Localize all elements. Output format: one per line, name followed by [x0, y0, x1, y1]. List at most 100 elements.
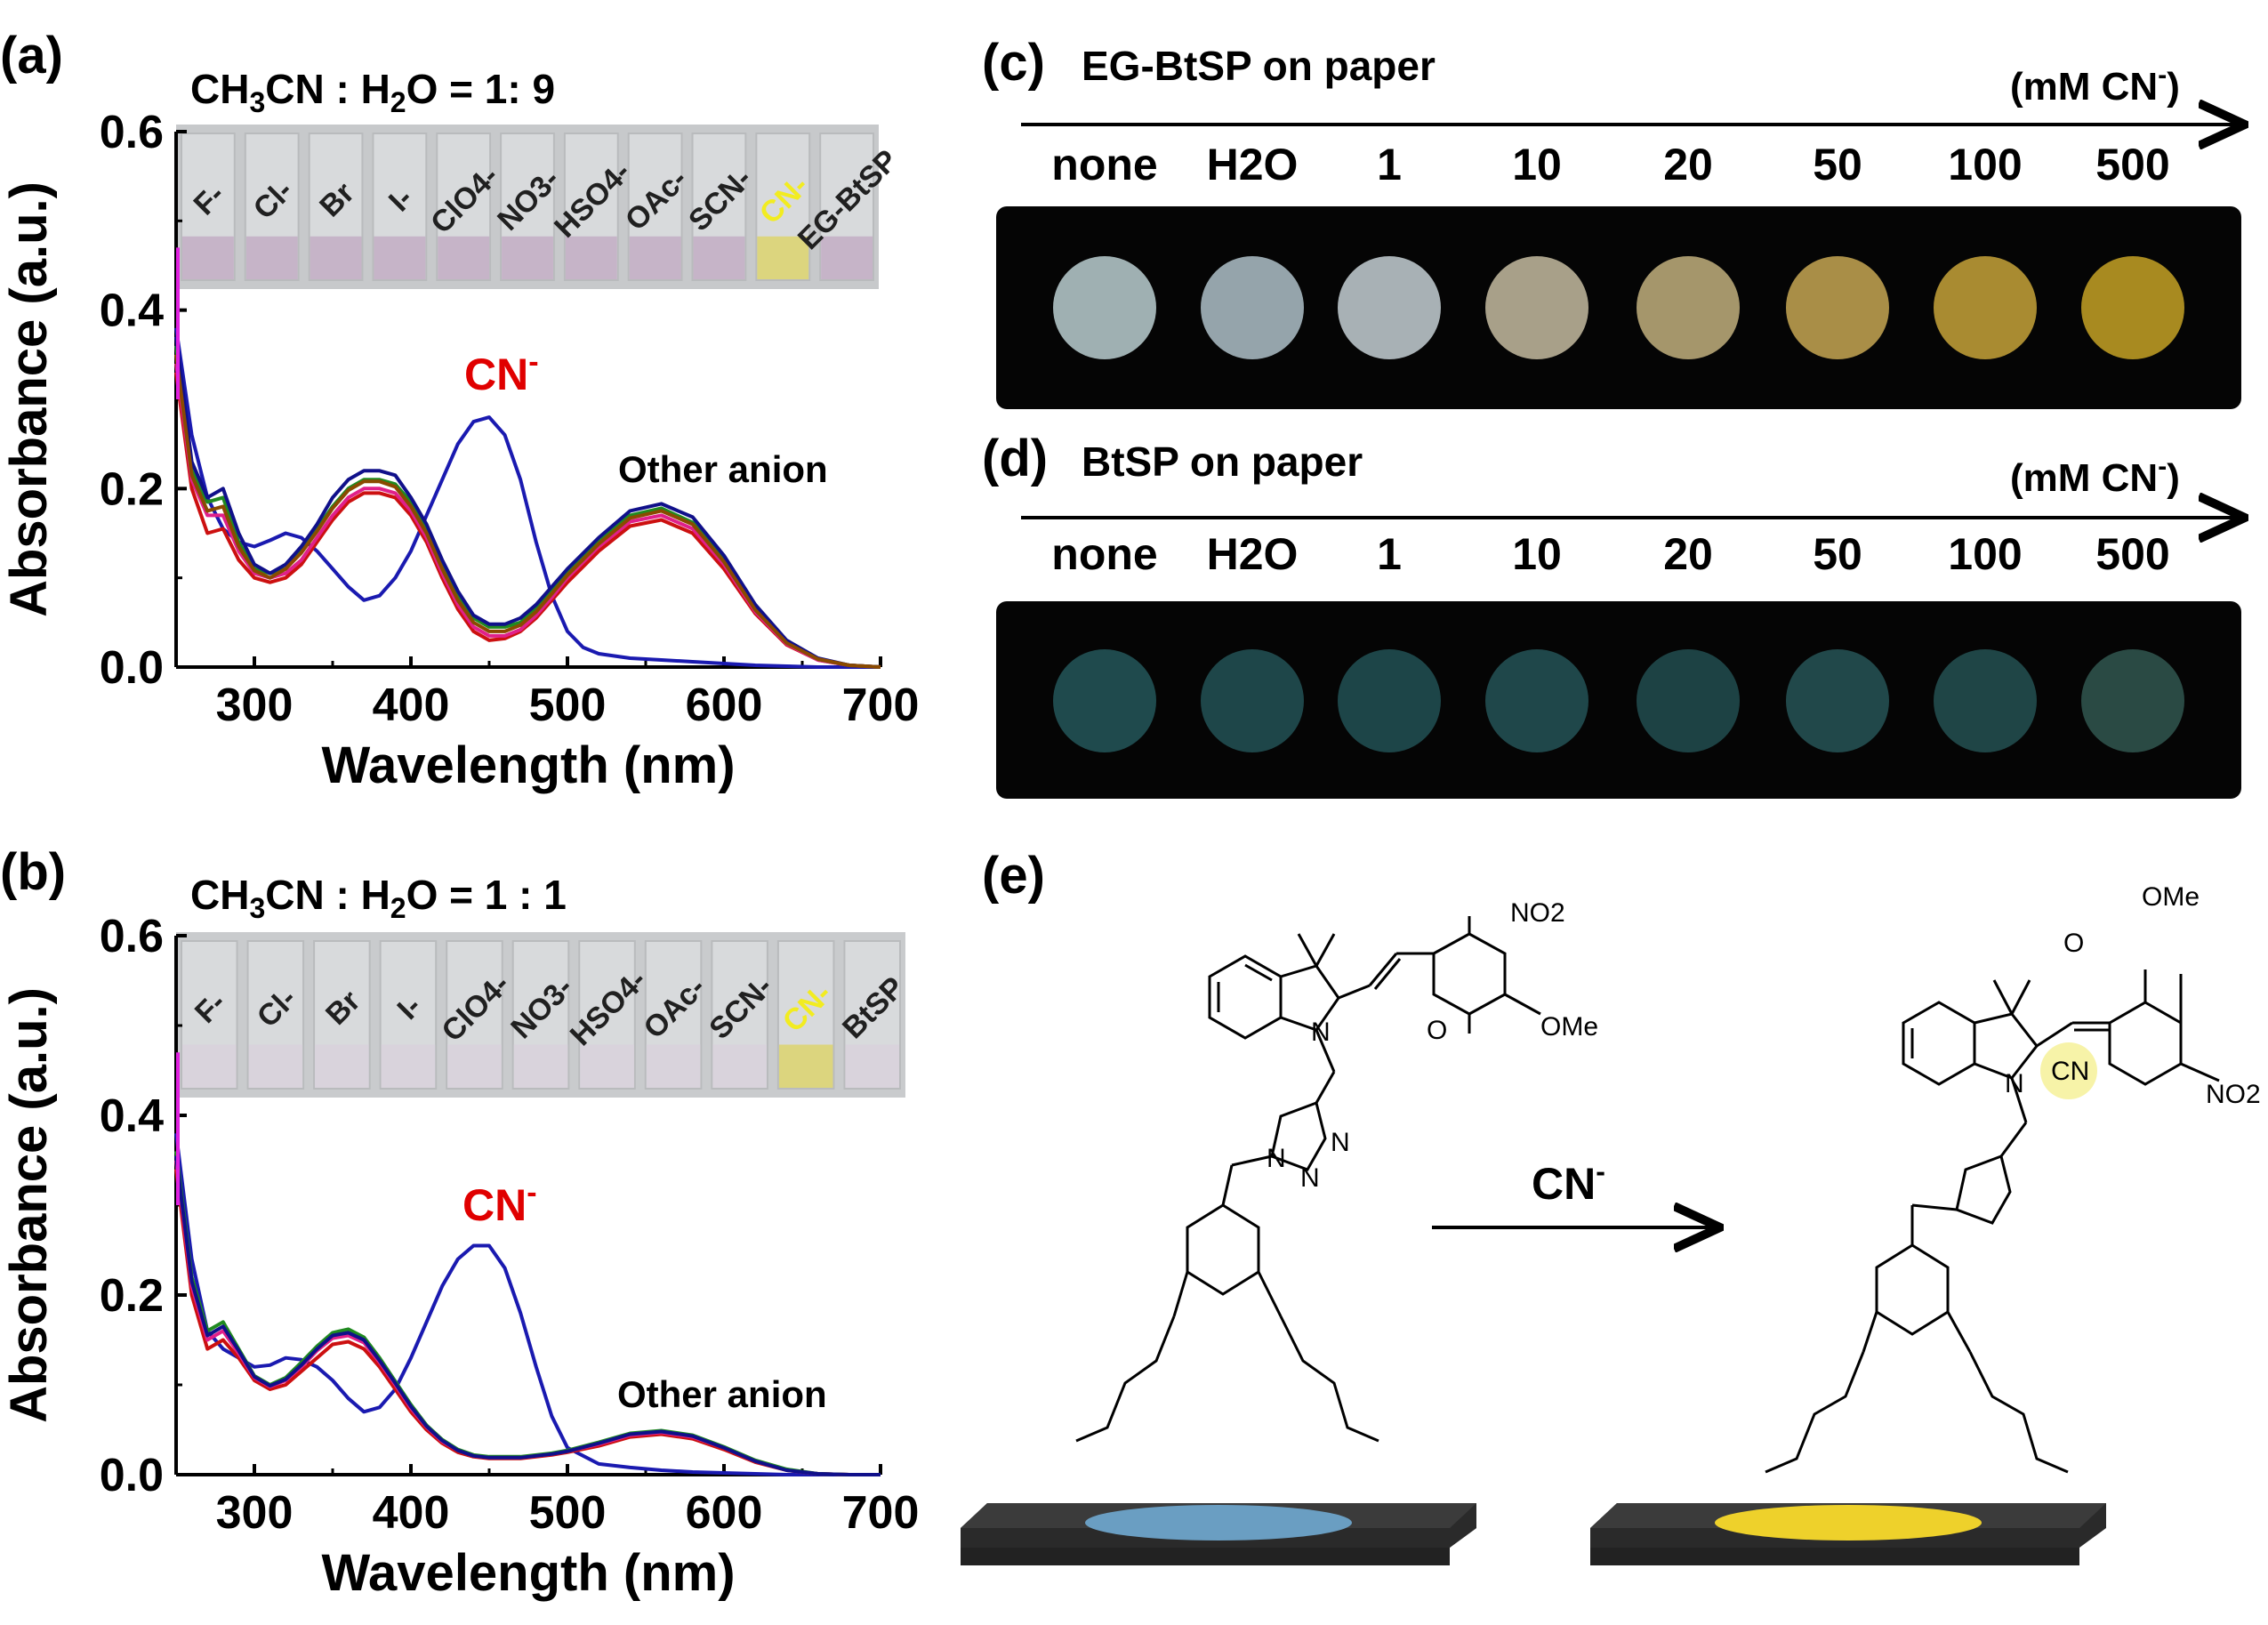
vial-liquid — [757, 236, 809, 279]
paper-spot — [1786, 649, 1889, 752]
vial-liquid — [712, 1044, 767, 1088]
panel-b: (b) CH3CN : H2O = 1 : 1 F- Cl- Br I- ClO4-NO… — [0, 843, 919, 1602]
concentration-label: 10 — [1512, 529, 1562, 579]
x-tick-label: 700 — [842, 1487, 920, 1539]
cn-label-b: CN- — [462, 1176, 537, 1230]
concentration-label: 500 — [2095, 140, 2169, 189]
svg-text:N: N — [1300, 1163, 1320, 1193]
svg-text:NO2: NO2 — [2206, 1080, 2261, 1109]
y-tick-label: 0.2 — [100, 1270, 164, 1322]
svg-text:O: O — [1427, 1016, 1447, 1045]
other-anion-label-a: Other anion — [618, 448, 828, 490]
svg-text:OMe: OMe — [1540, 1012, 1598, 1042]
vial-liquid — [646, 1044, 701, 1088]
concentration-label: 100 — [1948, 529, 2022, 579]
panel-c-title: EG-BtSP on paper — [1082, 43, 1436, 89]
paper-plate-left — [961, 1503, 1476, 1565]
concentration-label: 1 — [1377, 140, 1402, 189]
concentration-label: none — [1051, 529, 1157, 579]
concentration-label: 20 — [1663, 529, 1713, 579]
paper-spot — [2081, 256, 2184, 359]
panel-d-label: (d) — [982, 430, 1048, 487]
paper-spot — [1201, 256, 1304, 359]
x-tick-label: 300 — [216, 1487, 294, 1539]
panel-b-label: (b) — [0, 843, 66, 901]
svg-text:N: N — [2005, 1069, 2024, 1098]
x-tick-label: 600 — [686, 680, 763, 731]
vial-photo-a: F- Cl- Br I- ClO4-NO3-HSO4-OAc-SCN-CN-EG-BtS… — [176, 125, 905, 289]
x-axis-title: Wavelength (nm) — [321, 736, 735, 794]
panel-c: (c) EG-BtSP on paper (mM CN-) none H2O 1 10… — [982, 34, 2241, 409]
concentration-label: H2O — [1207, 140, 1299, 189]
series-line-5 — [174, 1155, 881, 1476]
cn-label-a: CN- — [464, 345, 539, 399]
vial-liquid — [374, 236, 426, 279]
paper-spot — [1485, 649, 1588, 752]
paper-spot — [1786, 256, 1889, 359]
paper-spot — [1053, 649, 1156, 752]
reaction-arrow-label: CN- — [1532, 1155, 1605, 1209]
x-tick-label: 400 — [373, 1487, 450, 1539]
y-tick-label: 0.6 — [100, 911, 164, 962]
vial-liquid — [248, 1044, 303, 1088]
paper-spot — [1934, 649, 2037, 752]
panel-c-label: (c) — [982, 34, 1045, 92]
vial-liquid — [182, 236, 234, 279]
svg-text:CN: CN — [2051, 1057, 2089, 1086]
concentration-label: 50 — [1813, 140, 1862, 189]
yellow-spot — [1715, 1505, 1982, 1541]
vial-liquid — [447, 1044, 502, 1088]
vial-liquid — [845, 1044, 899, 1088]
series-line-1 — [174, 1132, 881, 1476]
concentration-label: 20 — [1663, 140, 1713, 189]
vial-liquid — [629, 236, 681, 279]
x-tick-label: 700 — [842, 680, 920, 731]
blue-spot — [1085, 1505, 1352, 1541]
paper-spot — [1637, 649, 1740, 752]
series-line-1 — [174, 327, 881, 669]
vial-liquid — [381, 1044, 436, 1088]
y-tick-label: 0.4 — [100, 286, 164, 337]
panel-a-condition: CH3CN : H2O = 1: 9 — [190, 66, 555, 118]
y-tick-label: 0.6 — [100, 107, 164, 158]
series-line-5 — [174, 336, 881, 669]
paper-spot — [1053, 256, 1156, 359]
plot-a: 300 400 500 600 700 0.0 0.2 0.4 0.6 Wavelength (n… — [0, 107, 919, 794]
vial-liquid — [182, 1044, 237, 1088]
concentration-label: 1 — [1377, 529, 1402, 579]
molecule-left-labels: NO2 OMe O N N N N — [1267, 898, 1598, 1193]
molecule-right — [1765, 969, 2220, 1474]
paper-spot — [1637, 256, 1740, 359]
panel-e: (e) CN- — [961, 847, 2261, 1565]
svg-text:N: N — [1311, 1018, 1331, 1047]
series-line-2 — [174, 1169, 881, 1476]
concentration-label: H2O — [1207, 529, 1299, 579]
svg-text:O: O — [2063, 929, 2084, 958]
x-tick-label: 500 — [529, 1487, 607, 1539]
concentration-label: none — [1051, 140, 1157, 189]
panel-d-unit: (mM CN-) — [2010, 452, 2180, 500]
panel-e-label: (e) — [982, 847, 1045, 905]
vial-liquid — [438, 236, 490, 279]
vial-photo-b: F- Cl- Br I- ClO4-NO3-HSO4-OAc-SCN-CN-BtSP — [176, 932, 911, 1098]
series-line-2 — [174, 372, 881, 669]
paper-strip-c — [996, 206, 2241, 409]
paper-spot — [2081, 649, 2184, 752]
concentration-label: 10 — [1512, 140, 1562, 189]
concentration-label: 100 — [1948, 140, 2022, 189]
y-tick-label: 0.2 — [100, 463, 164, 515]
panel-a: (a) CH3CN : H2O = 1: 9 F- Cl- Br I- ClO4-NO3… — [0, 27, 919, 794]
vial-liquid — [580, 1044, 634, 1088]
paper-plate-right — [1590, 1503, 2106, 1565]
vial-liquid — [315, 1044, 369, 1088]
panel-c-unit: (mM CN-) — [2010, 60, 2180, 109]
paper-spot — [1934, 256, 2037, 359]
molecule-right-labels: OMe O NO2 N CN — [2005, 882, 2261, 1109]
x-tick-label: 300 — [216, 680, 294, 731]
svg-text:N: N — [1267, 1144, 1286, 1173]
vial-liquid — [693, 236, 745, 279]
panel-d: (d) BtSP on paper (mM CN-) none H2O 1 10 20 5… — [982, 430, 2241, 799]
vial-liquid — [778, 1044, 833, 1088]
paper-spot — [1485, 256, 1588, 359]
